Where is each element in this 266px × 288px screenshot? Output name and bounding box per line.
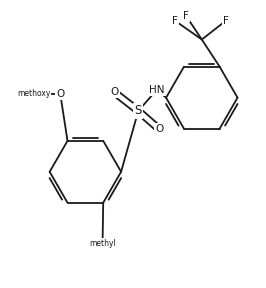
Text: O: O <box>155 124 164 134</box>
Text: O: O <box>56 89 64 99</box>
Text: methoxy: methoxy <box>17 89 51 98</box>
Text: O: O <box>110 87 119 97</box>
Text: HN: HN <box>149 85 165 95</box>
Text: F: F <box>172 16 178 26</box>
Text: methyl: methyl <box>89 239 116 248</box>
Text: S: S <box>135 105 142 118</box>
Text: F: F <box>183 11 189 21</box>
Text: F: F <box>223 16 228 26</box>
